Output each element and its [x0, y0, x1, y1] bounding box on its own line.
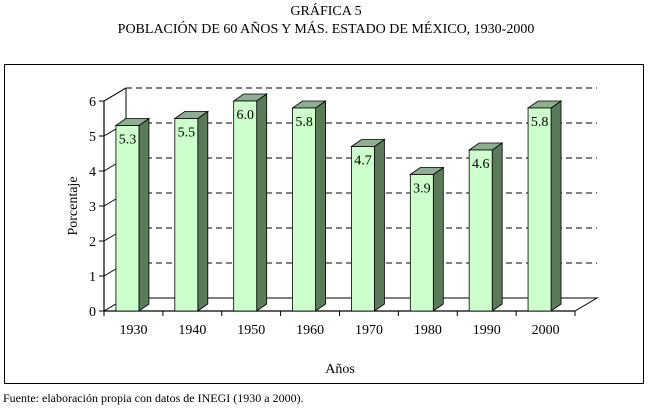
bar-front: [351, 146, 375, 312]
bar-side: [550, 100, 562, 312]
bar-front: [115, 125, 140, 312]
x-axis-label: Años: [325, 362, 355, 377]
x-tick-label: 1950: [237, 323, 265, 338]
y-tick-label: 2: [89, 235, 96, 250]
x-tick-label: 1940: [178, 323, 206, 338]
bar-front: [233, 100, 258, 312]
data-label: 5.8: [295, 115, 313, 130]
x-tick-label: 1960: [296, 323, 324, 338]
data-label: 5.5: [178, 126, 196, 141]
bar: [526, 100, 563, 312]
chart-title-line-2: POBLACIÓN DE 60 AÑOS Y MÁS. ESTADO DE MÉ…: [117, 22, 535, 37]
data-label: 4.6: [472, 157, 490, 172]
x-tick-label: 1970: [355, 323, 383, 338]
y-tick-label: 3: [89, 200, 96, 215]
data-label: 5.8: [531, 115, 549, 130]
y-tick-label: 6: [89, 95, 96, 110]
bar: [232, 93, 268, 312]
y-tick-label: 5: [89, 130, 96, 145]
bar: [291, 100, 327, 312]
x-tick-label: 1990: [473, 323, 501, 338]
bar: [173, 110, 210, 312]
bar-front: [292, 107, 316, 312]
data-label: 4.7: [354, 154, 372, 169]
bar: [409, 166, 445, 312]
bar-front: [174, 118, 199, 312]
x-tick-label: 2000: [532, 323, 560, 338]
y-tick-label: 0: [89, 305, 96, 320]
y-tick-label: 1: [89, 270, 96, 285]
y-axis-label: Porcentaje: [66, 176, 81, 235]
y-tick-label: 4: [89, 165, 96, 180]
data-label: 3.9: [413, 182, 431, 197]
data-label: 6.0: [236, 108, 254, 123]
bar-side: [374, 138, 385, 312]
bar-side: [197, 110, 209, 312]
bar-side: [256, 93, 268, 312]
bar-side: [491, 142, 503, 312]
bar-side: [138, 117, 150, 312]
bar-front: [468, 149, 493, 312]
bar: [467, 142, 504, 312]
bar: [114, 117, 151, 312]
source-note: Fuente: elaboración propia con datos de …: [3, 391, 304, 405]
bar-side: [315, 100, 326, 312]
chart-title-line-1: GRÁFICA 5: [290, 4, 362, 19]
bar-front: [409, 174, 434, 312]
data-label: 5.3: [119, 133, 137, 148]
bar-front: [527, 107, 552, 312]
bar: [350, 138, 386, 312]
gridline-side: [103, 87, 127, 102]
x-tick-label: 1980: [414, 323, 442, 338]
chart-frame: [4, 64, 644, 384]
x-tick-label: 1930: [119, 323, 147, 338]
bar-side: [432, 166, 444, 312]
